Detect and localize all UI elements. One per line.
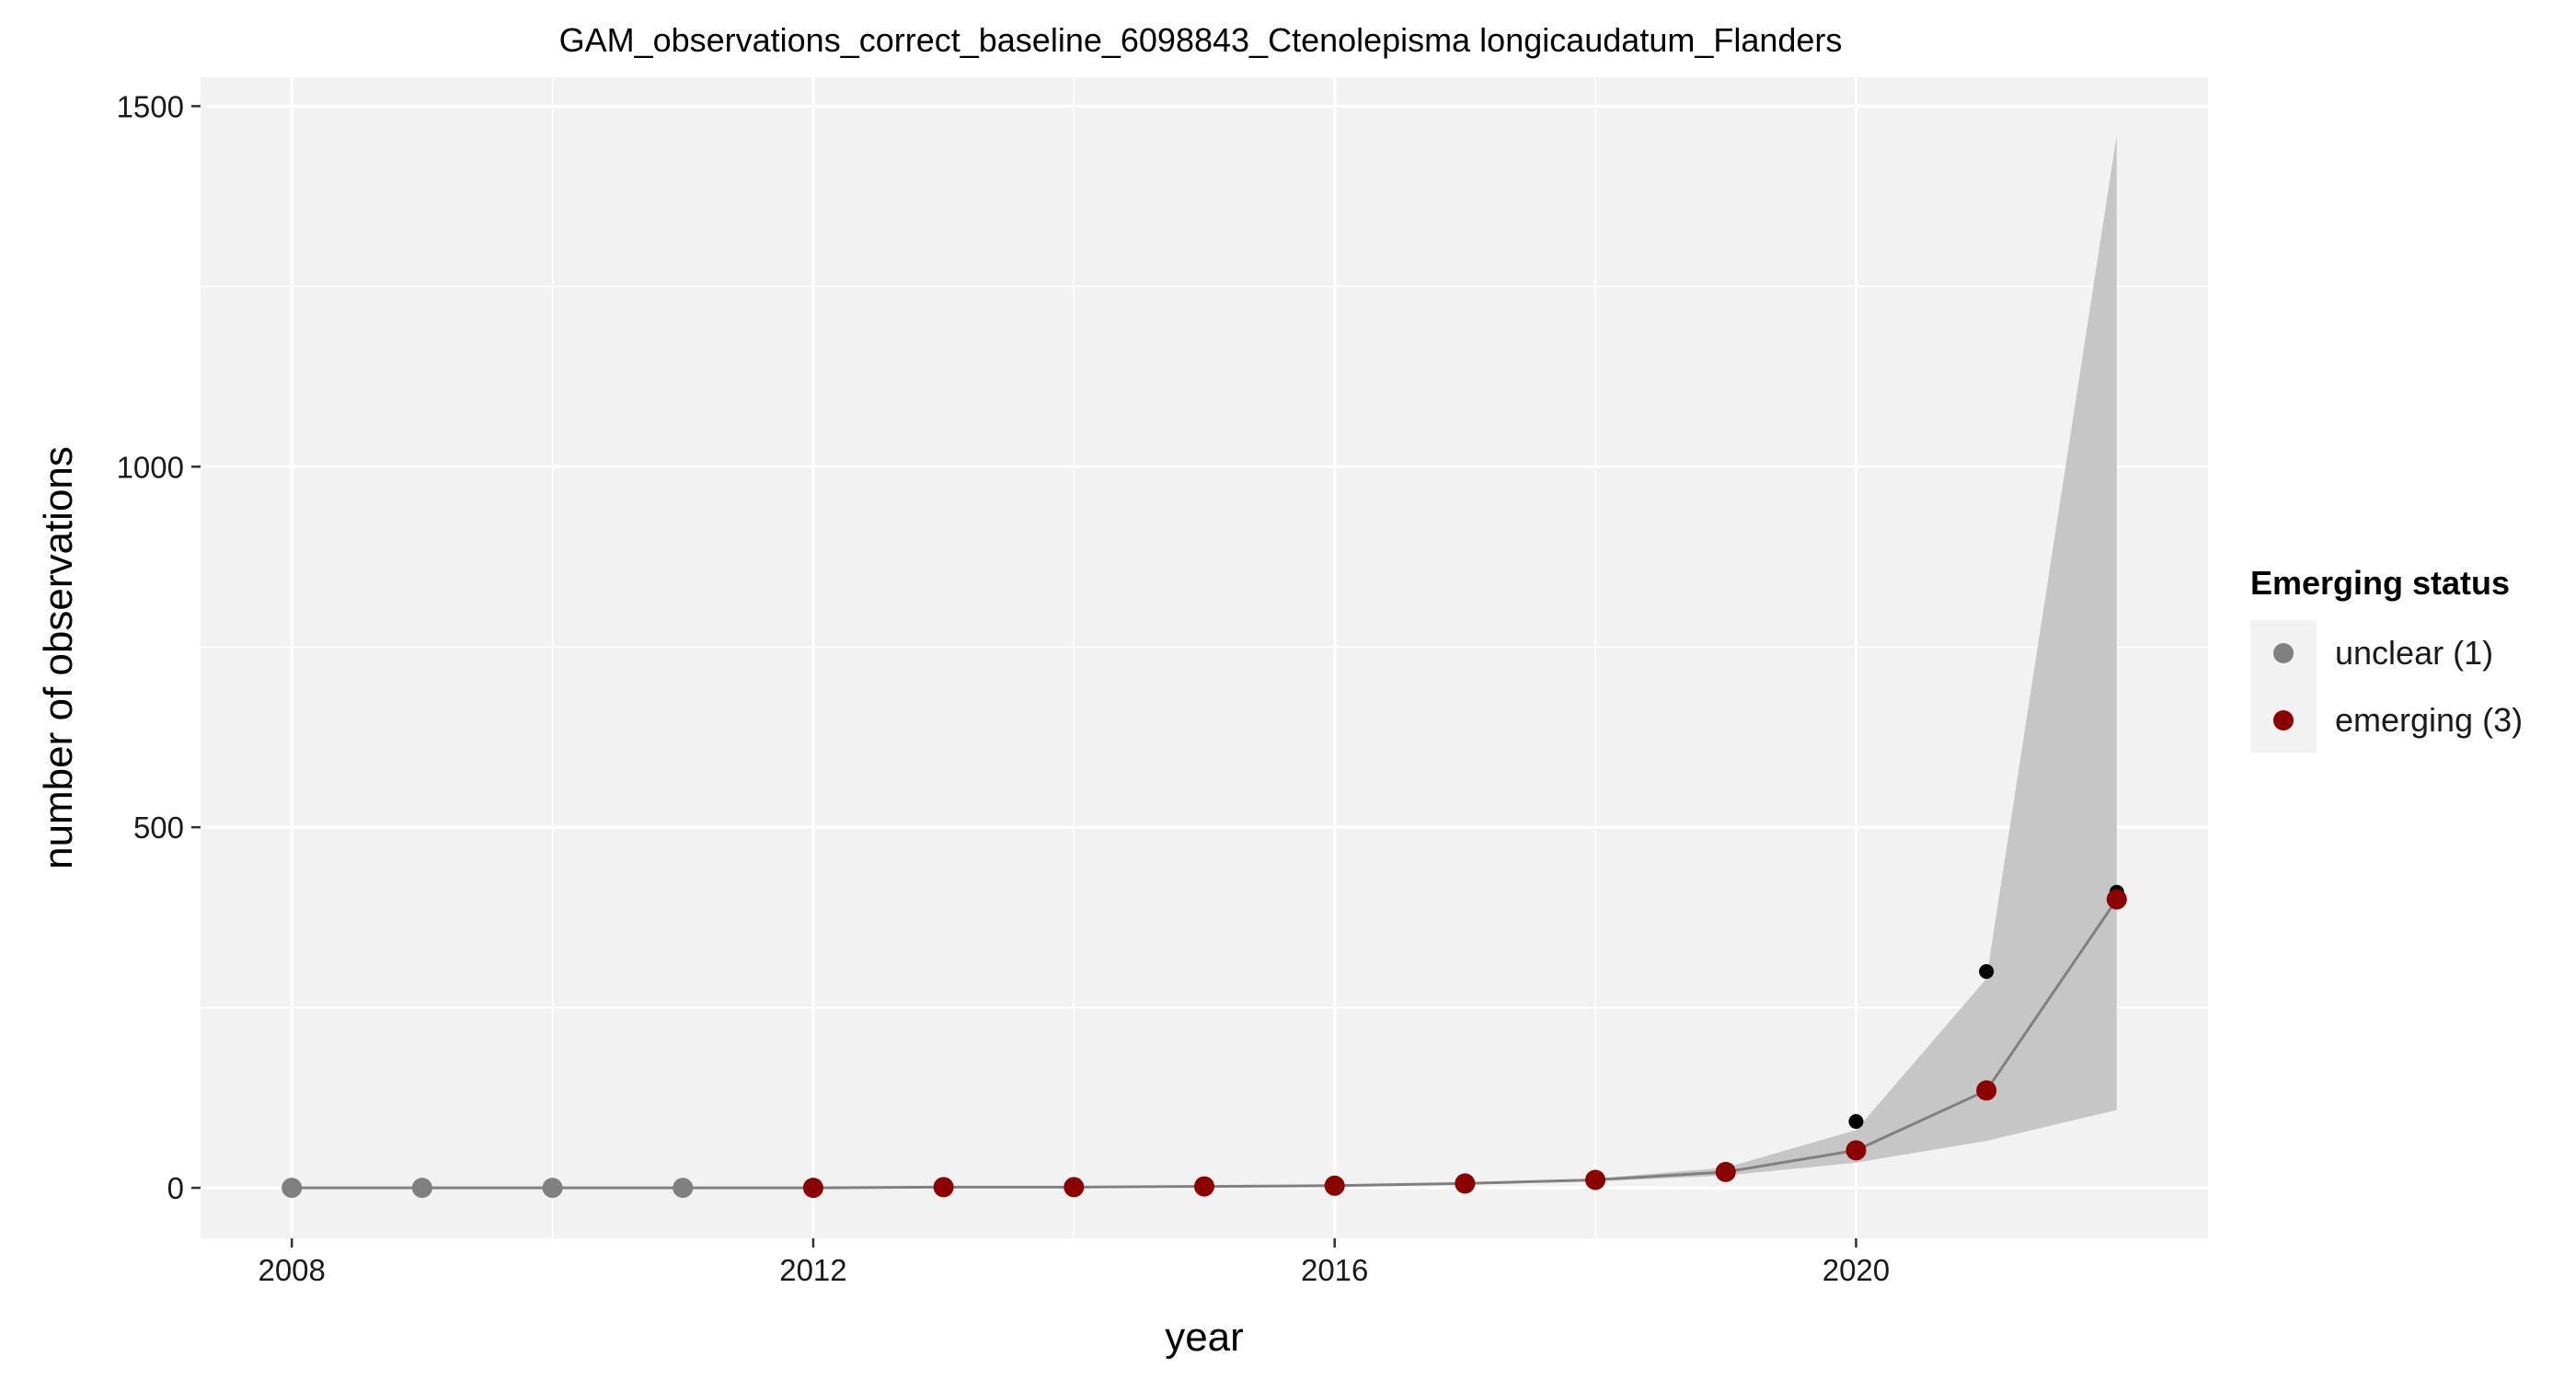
grid-minor-lines [201, 77, 2208, 1238]
fitted-point [933, 1177, 954, 1198]
y-axis-title: number of observations [36, 446, 81, 869]
legend-key-background [2250, 620, 2317, 753]
fitted-point [1715, 1161, 1736, 1182]
fitted-point [542, 1178, 563, 1199]
chart-title: GAM_observations_correct_baseline_609884… [559, 21, 1843, 59]
confidence-ribbon [292, 134, 2117, 1189]
fitted-point [802, 1178, 823, 1199]
observed-point [1848, 1114, 1864, 1130]
fitted-point [411, 1178, 432, 1199]
y-tick-label: 500 [133, 811, 184, 845]
fitted-point [1324, 1175, 1345, 1196]
y-tick-label: 1000 [117, 450, 184, 484]
legend-label-emerging: emerging (3) [2335, 701, 2523, 739]
y-tick-label: 1500 [117, 89, 184, 123]
x-axis-title: year [1165, 1315, 1244, 1360]
fitted-point [1846, 1140, 1867, 1161]
x-axis: 2008 2012 2016 2020 [258, 1238, 1890, 1287]
y-tick-label: 0 [167, 1171, 184, 1205]
fitted-point [282, 1178, 303, 1199]
x-tick-label: 2012 [779, 1253, 846, 1287]
observed-point [1979, 963, 1995, 979]
fitted-point [1064, 1177, 1085, 1198]
fitted-point [1194, 1176, 1214, 1197]
fitted-point [1455, 1173, 1476, 1194]
legend-key-emerging [2273, 710, 2294, 730]
legend-label-unclear: unclear (1) [2335, 634, 2493, 672]
fitted-point [1976, 1080, 1997, 1101]
y-axis: 0 500 1000 1500 [117, 89, 201, 1205]
legend-key-unclear [2273, 643, 2294, 663]
legend: Emerging status unclear (1) emerging (3) [2250, 564, 2523, 753]
x-tick-label: 2008 [258, 1253, 325, 1287]
plot-panel [201, 77, 2208, 1238]
x-tick-label: 2020 [1823, 1253, 1890, 1287]
fitted-point [1585, 1169, 1606, 1190]
fitted-point [673, 1178, 694, 1199]
confidence-ribbon-layer [292, 134, 2117, 1189]
x-tick-label: 2016 [1301, 1253, 1368, 1287]
legend-title: Emerging status [2250, 564, 2510, 602]
status-points-layer [282, 889, 2127, 1199]
fitted-point [2106, 889, 2127, 910]
